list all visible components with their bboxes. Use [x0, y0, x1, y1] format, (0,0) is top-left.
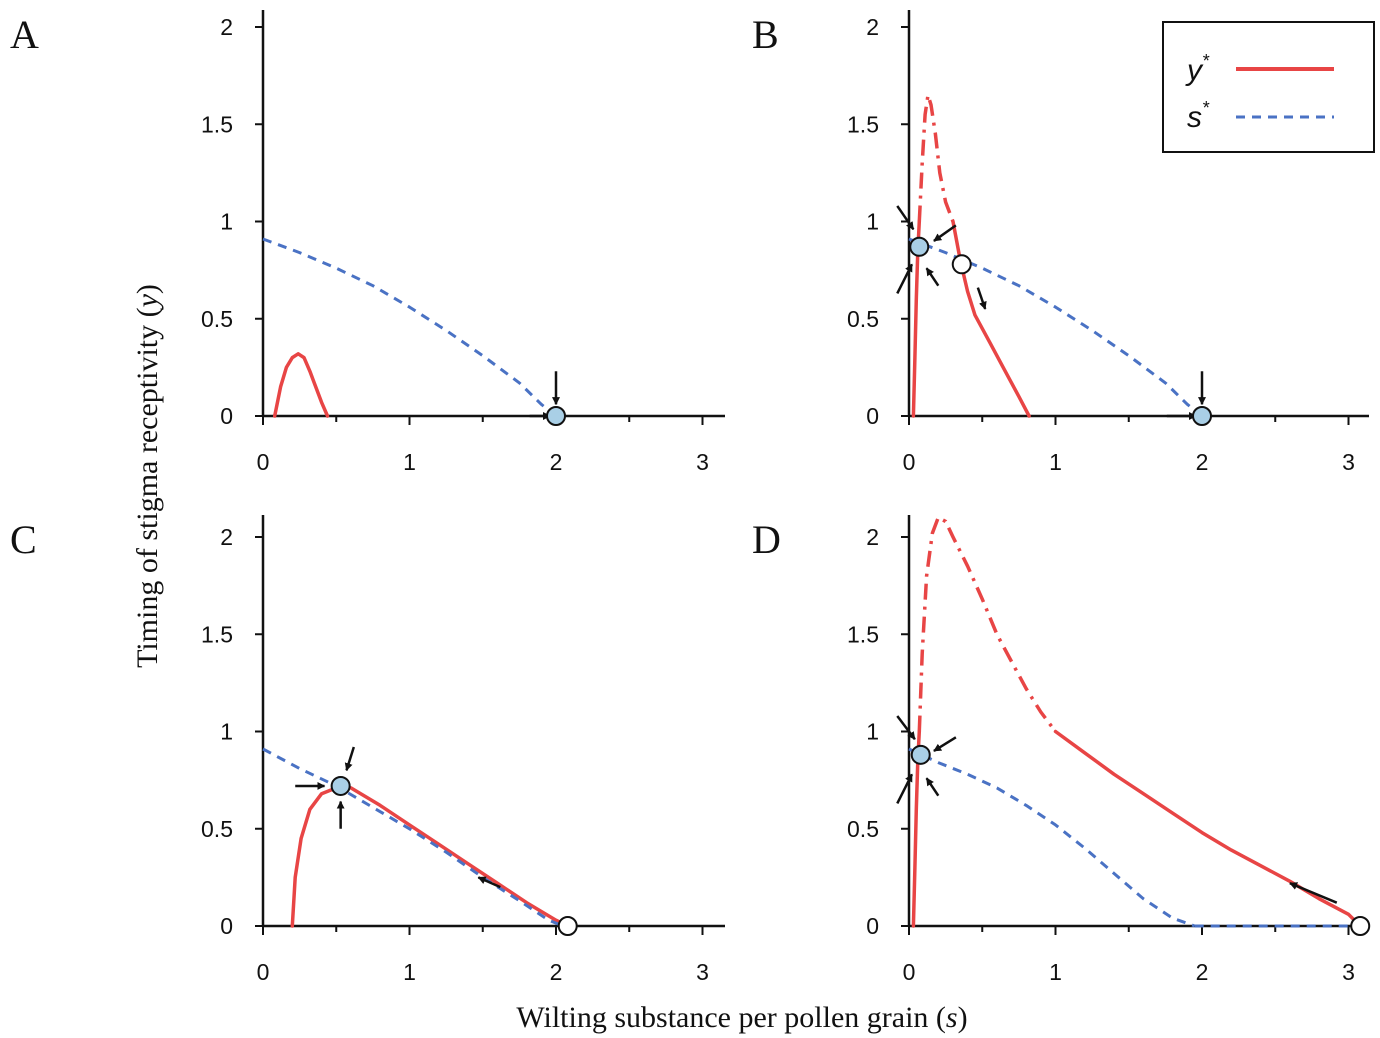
panel-a-s-star-line: [262, 237, 557, 418]
panel-c-unstable-equilibrium: [557, 916, 578, 936]
panel-letter-a: A: [10, 12, 39, 57]
panel-a-x-tick-label: 3: [696, 449, 709, 475]
panel-c-s-star-line: [262, 747, 564, 928]
panel-d-unstable-equilibrium: [1350, 916, 1371, 936]
legend-label-s-star: s*: [1187, 98, 1210, 134]
panel-b-direction-arrow: [925, 267, 940, 287]
panel-c-y-tick-label: 0: [220, 913, 233, 939]
x-axis-title: Wilting substance per pollen grain (s): [516, 1001, 967, 1034]
panel-d-y-tick-label: 0.5: [847, 816, 879, 842]
panel-d-y-tick-label: 0: [866, 913, 879, 939]
panel-b: 0 0.5 1 1.5 2 0 1 2 3: [847, 10, 1369, 475]
panel-c: 0 0.5 1 1.5 2 0 1 2 3: [201, 515, 725, 985]
panel-c-direction-arrow: [344, 746, 356, 772]
panel-b-s-star-line: [908, 237, 1203, 418]
panel-a-y-tick-label: 0: [220, 403, 233, 429]
panel-a-y-tick-label: 1.5: [201, 111, 233, 137]
panel-b-stable-equilibrium: [909, 236, 930, 257]
panel-b-x-tick-label: 2: [1196, 449, 1209, 475]
panel-b-unstable-equilibrium: [951, 254, 972, 275]
panel-a-stable-equilibrium: [546, 406, 566, 426]
panel-b-y-tick-label: 0.5: [847, 306, 879, 332]
panel-b-y-star-line: [917, 93, 955, 223]
panel-b-x-tick-label: 1: [1049, 449, 1062, 475]
panel-c-x-tick-label: 0: [257, 959, 270, 985]
panel-a-y-star-line: [272, 352, 330, 418]
panel-d-y-star-line: [917, 515, 1057, 733]
panel-a-y-tick-label: 2: [220, 14, 233, 40]
panel-b-x-tick-label: 0: [903, 449, 916, 475]
panel-d-stable-equilibrium: [910, 744, 931, 765]
panel-a-x-tick-label: 1: [403, 449, 416, 475]
panel-c-direction-arrow: [477, 876, 501, 889]
panel-c-x-tick-label: 2: [550, 959, 563, 985]
panel-b-direction-arrow: [896, 205, 915, 230]
panel-letter-c: C: [10, 517, 37, 562]
panel-b-y-tick-label: 1.5: [847, 111, 879, 137]
panel-a-x-tick-label: 0: [257, 449, 270, 475]
panel-b-direction-arrow: [933, 224, 957, 242]
panel-c-y-tick-label: 2: [220, 524, 233, 550]
panel-b-direction-arrow: [896, 263, 914, 295]
panel-c-y-tick-label: 1: [220, 719, 233, 745]
panel-d-s-star-line: [908, 747, 1196, 928]
panel-d-y-tick-label: 1.5: [847, 621, 879, 647]
panel-c-y-tick-label: 0.5: [201, 816, 233, 842]
legend-label-y-star: y*: [1185, 51, 1210, 87]
panel-b-x-tick-label: 3: [1342, 449, 1355, 475]
panel-letter-b: B: [752, 12, 779, 57]
legend: y* s*: [1162, 21, 1375, 153]
panel-c-x-tick-label: 1: [403, 959, 416, 985]
panel-d-direction-arrow: [1289, 882, 1338, 904]
panel-a-y-tick-label: 0.5: [201, 306, 233, 332]
panel-d-x-tick-label: 1: [1049, 959, 1062, 985]
panel-d-direction-arrow: [933, 736, 957, 753]
panel-letter-d: D: [752, 517, 781, 562]
panel-d-direction-arrow: [896, 773, 914, 805]
panel-d-y-tick-label: 1: [866, 719, 879, 745]
panel-c-x-tick-label: 3: [696, 959, 709, 985]
panel-c-y-tick-label: 1.5: [201, 621, 233, 647]
panel-b-y-star-line: [951, 219, 1031, 418]
panel-d-y-tick-label: 2: [866, 524, 879, 550]
panel-d-direction-arrow: [925, 777, 940, 797]
panel-d-direction-arrow: [896, 715, 916, 741]
panel-a-y-tick-label: 1: [220, 209, 233, 235]
panel-b-y-tick-label: 0: [866, 403, 879, 429]
panel-d-x-tick-label: 3: [1342, 959, 1355, 985]
panel-b-stable-equilibrium: [1192, 406, 1212, 426]
y-axis-title: Timing of stigma receptivity (y): [131, 284, 164, 668]
panel-a: 0 0.5 1 1.5 2 0 1 2 3: [201, 10, 725, 475]
panel-d-x-tick-label: 0: [903, 959, 916, 985]
panel-a-x-tick-label: 2: [550, 449, 563, 475]
panel-b-y-tick-label: 1: [866, 209, 879, 235]
panel-c-stable-equilibrium: [330, 775, 351, 796]
panel-b-direction-arrow: [976, 287, 987, 310]
panel-d-y-star-line: [1053, 729, 1362, 928]
panel-c-y-star-line: [290, 786, 570, 928]
panel-d: 0 0.5 1 1.5 2 0 1 2 3: [847, 515, 1371, 985]
legend-box: [1162, 21, 1375, 153]
panel-d-x-tick-label: 2: [1196, 959, 1209, 985]
panel-b-y-tick-label: 2: [866, 14, 879, 40]
